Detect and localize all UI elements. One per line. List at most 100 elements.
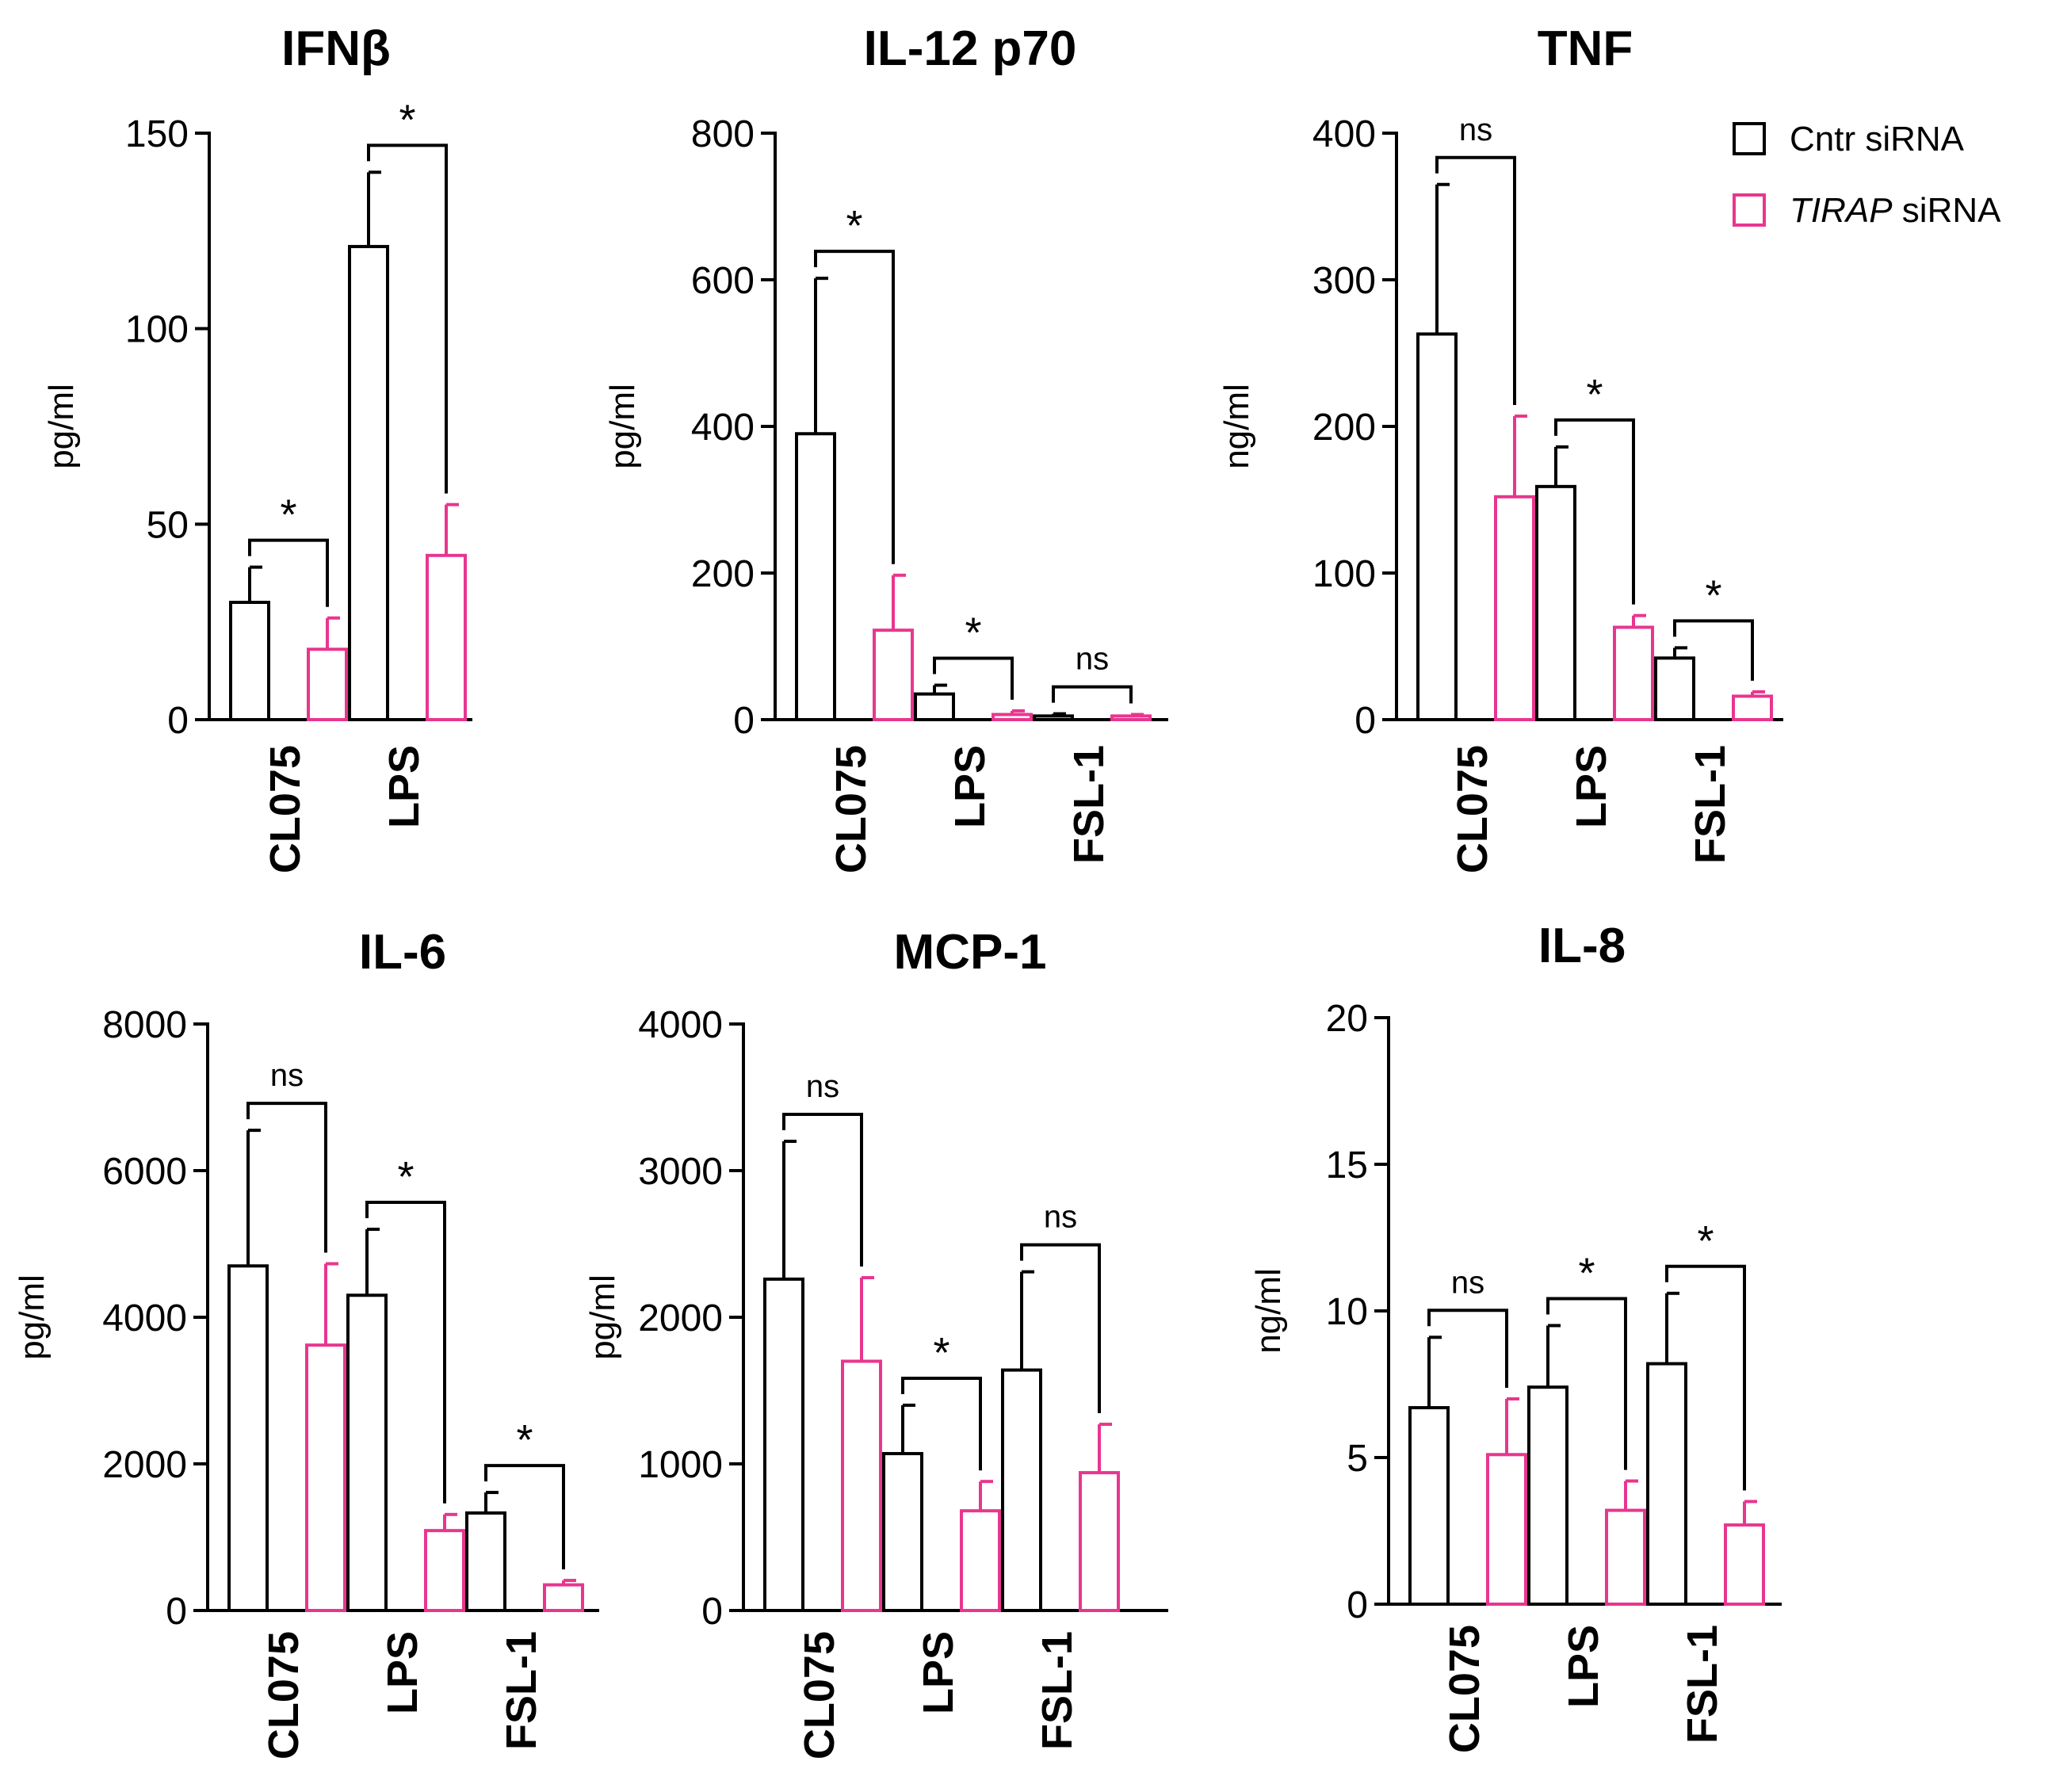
significance-bracket <box>933 656 1014 700</box>
bar-tirap-cl075 <box>841 1359 882 1612</box>
category-label: LPS <box>1560 1625 1607 1708</box>
significance-bracket <box>1020 1243 1101 1414</box>
significance-label: * <box>1705 571 1721 619</box>
bar-cntr-lps <box>348 245 389 722</box>
bar-tirap-cl075 <box>873 629 914 722</box>
bar-cntr-lps <box>1527 1385 1568 1606</box>
category-label: LPS <box>1568 745 1615 828</box>
y-tick-label: 4000 <box>638 1004 723 1046</box>
significance-bracket <box>367 143 448 494</box>
bar-tirap-cl075 <box>1486 1453 1527 1607</box>
bar-cntr-cl075 <box>227 1264 269 1612</box>
category-label: CL075 <box>262 745 309 873</box>
chart-panel-4: IL-6 0 2000 4000 6000 8000 pg/ml CL075 ns LPS * FSL… <box>13 925 599 1760</box>
category-label: LPS <box>379 1631 426 1714</box>
legend: Cntr siRNA TIRAP siRNA <box>1733 120 2001 230</box>
legend-italic-gene: TIRAP <box>1790 191 1893 230</box>
chart-title: TNF <box>1538 21 1633 76</box>
category-label: FSL-1 <box>498 1631 545 1750</box>
bar-tirap-cl075 <box>307 648 348 722</box>
bar-tirap-fsl-1 <box>1110 714 1152 721</box>
significance-label: ns <box>1076 642 1109 677</box>
y-tick-label: 800 <box>691 113 755 155</box>
category-label: FSL-1 <box>1687 745 1734 864</box>
y-tick-label: 400 <box>1312 113 1376 155</box>
y-tick-label: 0 <box>701 1591 723 1633</box>
significance-bracket <box>1427 1309 1508 1388</box>
bar-tirap-lps <box>426 553 467 721</box>
bar-cntr-cl075 <box>229 601 270 721</box>
bar-cntr-cl075 <box>795 432 836 721</box>
legend-swatch-cntr <box>1733 122 1766 155</box>
legend-label-cntr: Cntr siRNA <box>1790 120 1965 159</box>
bar-cntr-lps <box>914 692 955 721</box>
category-label: LPS <box>915 1631 962 1714</box>
chart-panel-1: IFNβ 0 50 100 150 pg/ml CL075 * LPS * <box>42 21 472 873</box>
y-tick-label: 20 <box>1326 998 1368 1040</box>
category-label: LPS <box>946 745 994 828</box>
significance-bracket <box>814 250 895 564</box>
y-tick-label: 4000 <box>102 1297 187 1339</box>
y-tick-label: 2000 <box>638 1297 723 1339</box>
category-label: CL075 <box>1441 1625 1488 1753</box>
legend-label-tirap: TIRAP siRNA <box>1790 191 2001 230</box>
y-tick-label: 0 <box>733 700 755 742</box>
y-tick-label: 100 <box>125 309 189 351</box>
significance-bracket <box>1554 418 1635 605</box>
significance-bracket <box>1052 685 1133 704</box>
significance-label: * <box>397 1153 414 1201</box>
y-tick-label: 0 <box>167 700 189 742</box>
y-tick-label: 300 <box>1312 260 1376 302</box>
y-tick-label: 100 <box>1312 553 1376 595</box>
category-label: FSL-1 <box>1034 1631 1081 1750</box>
bar-tirap-cl075 <box>1494 495 1535 721</box>
chart-title: IL-8 <box>1538 919 1626 973</box>
significance-bracket <box>1546 1297 1627 1470</box>
y-axis-label: pg/ml <box>603 384 642 469</box>
y-tick-label: 150 <box>125 113 189 155</box>
y-tick-label: 15 <box>1326 1144 1368 1186</box>
bar-tirap-fsl-1 <box>1732 694 1773 722</box>
chart-panel-3: TNF 0 100 200 300 400 ng/ml CL075 ns LPS * FSL-1 * <box>1217 21 1783 873</box>
bar-cntr-lps <box>1535 484 1576 721</box>
significance-label: ns <box>806 1069 839 1104</box>
y-tick-label: 5 <box>1347 1438 1368 1480</box>
significance-bracket <box>484 1464 565 1570</box>
bar-cntr-fsl-1 <box>1001 1368 1042 1612</box>
chart-panel-5: MCP-1 0 1000 2000 3000 4000 pg/ml CL075 ns LPS * FS… <box>583 925 1168 1760</box>
significance-bracket <box>1435 155 1516 406</box>
significance-label: * <box>1697 1217 1714 1265</box>
significance-label: * <box>846 202 862 250</box>
category-label: CL075 <box>1449 745 1496 873</box>
chart-title: IFNβ <box>281 21 391 76</box>
chart-title: IL-6 <box>359 925 446 980</box>
y-tick-label: 50 <box>147 504 189 546</box>
bar-cntr-fsl-1 <box>1646 1362 1687 1606</box>
significance-label: * <box>965 609 981 657</box>
y-tick-label: 200 <box>691 553 755 595</box>
y-tick-label: 6000 <box>102 1151 187 1193</box>
significance-label: ns <box>1459 113 1492 147</box>
y-axis-label: pg/ml <box>583 1274 622 1360</box>
bar-tirap-lps <box>992 713 1033 722</box>
bar-cntr-cl075 <box>1416 332 1458 721</box>
bar-cntr-fsl-1 <box>1033 714 1074 721</box>
y-axis-label: ng/ml <box>1217 384 1256 469</box>
significance-label: ns <box>270 1058 304 1093</box>
significance-label: ns <box>1451 1265 1484 1300</box>
chart-panel-6: IL-8 0 5 10 15 20 ng/ml CL075 ns LPS * FSL-1 * <box>1249 919 1782 1753</box>
bar-tirap-fsl-1 <box>1079 1471 1120 1612</box>
chart-title: MCP-1 <box>894 925 1047 980</box>
significance-label: * <box>516 1416 533 1464</box>
legend-swatch-tirap <box>1733 193 1766 227</box>
significance-label: * <box>399 96 415 143</box>
category-label: CL075 <box>796 1631 843 1760</box>
y-tick-label: 400 <box>691 407 755 449</box>
bar-tirap-lps <box>960 1509 1001 1612</box>
bar-tirap-lps <box>1605 1508 1646 1606</box>
bar-tirap-lps <box>1613 625 1654 722</box>
bar-cntr-fsl-1 <box>1654 656 1695 721</box>
chart-panel-2: IL-12 p70 0 200 400 600 800 pg/ml CL075 * LPS * FSL… <box>603 21 1168 873</box>
